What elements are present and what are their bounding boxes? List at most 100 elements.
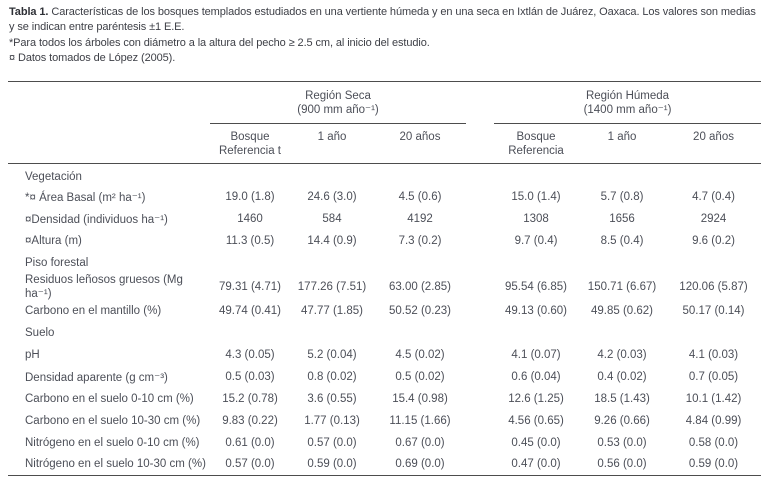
cell-value: 49.85 (0.62) [591, 304, 654, 317]
cell-value: 9.26 (0.66) [594, 414, 650, 427]
cell-value: 4.7 (0.4) [692, 190, 735, 203]
cell-value: 0.67 (0.0) [395, 436, 445, 449]
cell-value: 0.5 (0.02) [395, 370, 445, 383]
table-body: Vegetación *¤ Área Basal (m² ha⁻¹) 19.0 (1… [8, 164, 761, 476]
cell-value: 0.53 (0.0) [597, 436, 647, 449]
header-spacer [8, 123, 210, 164]
cell-value: 14.4 (0.9) [307, 234, 357, 247]
cell-value: 15.2 (0.78) [222, 392, 278, 405]
table-row: ¤Densidad (individuos ha⁻¹) 1460 584 4192 13… [8, 208, 761, 230]
caption-main: Tabla 1. Características de los bosques t… [9, 5, 760, 35]
cell-value: 0.58 (0.0) [688, 436, 739, 449]
cell-value: 19.0 (1.8) [225, 190, 275, 203]
row-label: Nitrógeno en el suelo 0-10 cm (%) [25, 436, 200, 449]
cell-value: 0.61 (0.0) [225, 436, 275, 449]
section-row: Suelo [8, 322, 761, 344]
cell-value: 7.3 (0.2) [398, 234, 442, 247]
region-seca-subtitle: (900 mm año⁻¹) [297, 104, 379, 116]
cell-value: 49.74 (0.41) [218, 304, 281, 317]
row-label: Residuos leñosos gruesos (Mg ha⁻¹) [25, 273, 183, 300]
cell-value: 47.77 (1.85) [300, 304, 363, 317]
cell-value: 1.77 (0.13) [304, 414, 360, 427]
footnote-dbh: *Para todos los árboles con diámetro a l… [9, 37, 430, 49]
cell-value: 15.0 (1.4) [511, 190, 561, 203]
cell-value: 4.84 (0.99) [685, 414, 742, 427]
table-caption: Tabla 1. Características de los bosques t… [9, 5, 760, 66]
col-header-seca-referencia: Bosque Referencia t [210, 123, 290, 164]
cell-value: 120.06 (5.87) [679, 280, 748, 293]
caption-label: Tabla 1. [9, 6, 49, 18]
cell-value: 12.6 (1.25) [508, 392, 564, 405]
table-row: ¤Altura (m) 11.3 (0.5) 14.4 (0.9) 7.3 (0.2)… [8, 230, 761, 252]
cell-value: 3.6 (0.55) [307, 392, 357, 405]
row-label: Carbono en el suelo 10-30 cm (%) [25, 414, 201, 427]
group-gap [466, 388, 494, 410]
group-gap [466, 274, 494, 300]
cell-value: 0.5 (0.03) [225, 370, 275, 383]
section-label: Vegetación [25, 170, 82, 183]
row-label: Carbono en el mantillo (%) [25, 304, 162, 317]
group-gap [466, 123, 495, 164]
row-label: Carbono en el suelo 0-10 cm (%) [25, 392, 194, 405]
cell-value: 49.13 (0.60) [505, 304, 568, 317]
characteristics-table: Región Seca (900 mm año⁻¹) Región Húmeda… [8, 81, 762, 476]
cell-value: 0.45 (0.0) [511, 436, 561, 449]
region-humeda-subtitle: (1400 mm año⁻¹) [583, 104, 672, 116]
col-header-seca-20anos: 20 años [374, 123, 467, 164]
cell-value: 50.52 (0.23) [389, 304, 452, 317]
cell-value: 11.15 (1.66) [389, 414, 451, 427]
group-gap [466, 82, 494, 124]
col-header-humeda-1ano: 1 año [578, 123, 667, 164]
region-seca-title: Región Seca [305, 90, 371, 102]
row-label: pH [25, 348, 40, 361]
cell-value: 584 [322, 212, 342, 225]
table-row: Residuos leñosos gruesos (Mg ha⁻¹) 79.31 … [8, 274, 761, 300]
table-header: Región Seca (900 mm año⁻¹) Región Húmeda… [8, 81, 762, 164]
section-row: Piso forestal [8, 252, 761, 274]
cell-value: 1460 [237, 212, 263, 225]
cell-value: 8.5 (0.4) [600, 234, 644, 247]
cell-value: 0.69 (0.0) [395, 458, 445, 471]
cell-value: 79.31 (4.71) [218, 280, 281, 293]
group-gap [466, 344, 494, 366]
cell-value: 0.6 (0.04) [511, 370, 561, 383]
cell-value: 10.1 (1.42) [685, 392, 742, 405]
cell-value: 5.7 (0.8) [600, 190, 644, 203]
table-row: pH 4.3 (0.05) 5.2 (0.04) 4.5 (0.02) 4.1 (0.0… [8, 344, 761, 366]
cell-value: 9.83 (0.22) [222, 414, 278, 427]
group-gap [466, 186, 494, 208]
header-spacer [8, 82, 210, 124]
group-gap [466, 432, 494, 454]
cell-value: 0.4 (0.02) [597, 370, 647, 383]
cell-value: 4.1 (0.07) [511, 348, 561, 361]
group-gap [466, 366, 494, 388]
cell-value: 0.7 (0.05) [688, 370, 739, 383]
cell-value: 0.59 (0.0) [307, 458, 357, 471]
table-row: *¤ Área Basal (m² ha⁻¹) 19.0 (1.8) 24.6 (3… [8, 186, 761, 208]
col-header-humeda-referencia: Bosque Referencia [494, 123, 579, 164]
cell-value: 0.8 (0.02) [307, 370, 357, 383]
cell-value: 4.56 (0.65) [508, 414, 564, 427]
cell-value: 4.5 (0.6) [398, 190, 442, 203]
cell-value: 1656 [609, 212, 635, 225]
cell-value: 9.6 (0.2) [692, 234, 735, 247]
cell-value: 0.57 (0.0) [307, 436, 357, 449]
cell-value: 4.5 (0.02) [395, 348, 445, 361]
region-header-row: Región Seca (900 mm año⁻¹) Región Húmeda… [8, 81, 762, 124]
table-row: Nitrógeno en el suelo 10-30 cm (%) 0.57 (… [8, 454, 761, 476]
table-row: Carbono en el suelo 0-10 cm (%) 15.2 (0.7… [8, 388, 761, 410]
footnote-lopez: ¤ Datos tomados de López (2005). [9, 52, 176, 64]
cell-value: 5.2 (0.04) [307, 348, 357, 361]
section-label: Piso forestal [25, 256, 89, 269]
cell-value: 15.4 (0.98) [392, 392, 448, 405]
cell-value: 50.17 (0.14) [682, 304, 745, 317]
section-row: Vegetación [8, 164, 761, 186]
cell-value: 4.1 (0.03) [688, 348, 739, 361]
cell-value: 0.56 (0.0) [597, 458, 647, 471]
cell-value: 4.3 (0.05) [225, 348, 275, 361]
cell-value: 63.00 (2.85) [389, 280, 452, 293]
cell-value: 9.7 (0.4) [514, 234, 558, 247]
col-header-humeda-20anos: 20 años [666, 123, 762, 164]
cell-value: 11.3 (0.5) [225, 234, 275, 247]
cell-value: 0.47 (0.0) [511, 458, 561, 471]
